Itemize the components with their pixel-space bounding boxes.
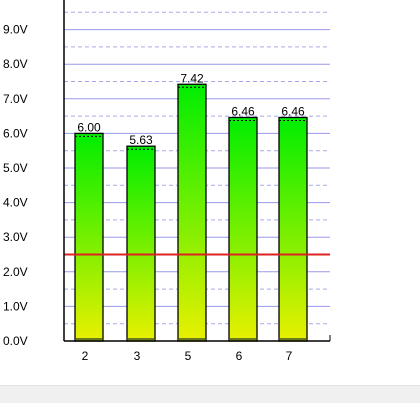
bar-value-label: 6.46 — [281, 104, 305, 118]
bar-group: 6.46 — [228, 104, 258, 342]
x-tick-label: 7 — [286, 349, 293, 363]
y-tick-label: 3.0V — [3, 230, 28, 244]
x-tick-label: 2 — [82, 349, 89, 363]
bar-base — [179, 338, 205, 340]
y-axis-ticks: 0.0V 1.0V 2.0V 3.0V 4.0V 5.0V 6.0V 7.0V 8.0V 9.0V — [3, 23, 28, 348]
status-strip — [0, 385, 420, 403]
bar-value-label: 5.63 — [129, 133, 153, 147]
bar — [177, 83, 207, 342]
bar-value-label: 6.46 — [231, 104, 255, 118]
bar — [278, 116, 308, 342]
x-axis-labels: 2 3 5 6 7 — [82, 349, 293, 363]
x-tick-label: 6 — [236, 349, 243, 363]
bar-group: 6.00 — [74, 120, 104, 342]
axes — [63, 0, 331, 342]
bar-group: 6.46 — [278, 104, 308, 342]
bar — [126, 145, 156, 342]
y-tick-label: 0.0V — [3, 334, 28, 348]
y-tick-label: 1.0V — [3, 299, 28, 313]
bar-chart: 0.0V 1.0V 2.0V 3.0V 4.0V 5.0V 6.0V 7.0V 8.0V 9.0V… — [3, 0, 331, 363]
bar — [228, 116, 258, 342]
bar-base — [128, 338, 154, 340]
bar-group: 5.63 — [126, 133, 156, 342]
bar — [74, 132, 104, 342]
bar-group: 7.42 — [177, 71, 207, 342]
bar-base — [230, 338, 256, 340]
bar-value-label: 7.42 — [180, 71, 204, 85]
y-tick-label: 7.0V — [3, 92, 28, 106]
chart-panel: 0.0V 1.0V 2.0V 3.0V 4.0V 5.0V 6.0V 7.0V 8.0V 9.0V… — [0, 0, 420, 385]
bar-value-label: 6.00 — [77, 120, 101, 134]
y-tick-label: 6.0V — [3, 126, 28, 140]
bars: 6.00 5.63 7.42 6.46 6.46 — [74, 71, 308, 342]
y-tick-label: 5.0V — [3, 161, 28, 175]
bar-base — [280, 338, 306, 340]
x-tick-label: 3 — [134, 349, 141, 363]
x-tick-label: 5 — [185, 349, 192, 363]
y-tick-label: 4.0V — [3, 196, 28, 210]
bar-base — [76, 338, 102, 340]
y-tick-label: 2.0V — [3, 265, 28, 279]
y-tick-label: 8.0V — [3, 57, 28, 71]
y-tick-label: 9.0V — [3, 23, 28, 37]
